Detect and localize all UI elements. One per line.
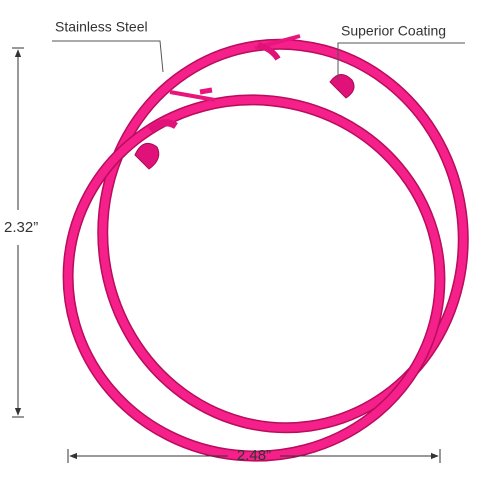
height-label: 2.32” xyxy=(4,219,38,236)
coating-leader xyxy=(337,42,465,80)
coating-label: Superior Coating xyxy=(341,23,446,39)
back-hoop xyxy=(97,34,469,434)
material-leader xyxy=(52,40,164,73)
width-label: 2.48” xyxy=(237,447,271,464)
material-label: Stainless Steel xyxy=(55,19,148,35)
front-hoop xyxy=(62,87,446,462)
